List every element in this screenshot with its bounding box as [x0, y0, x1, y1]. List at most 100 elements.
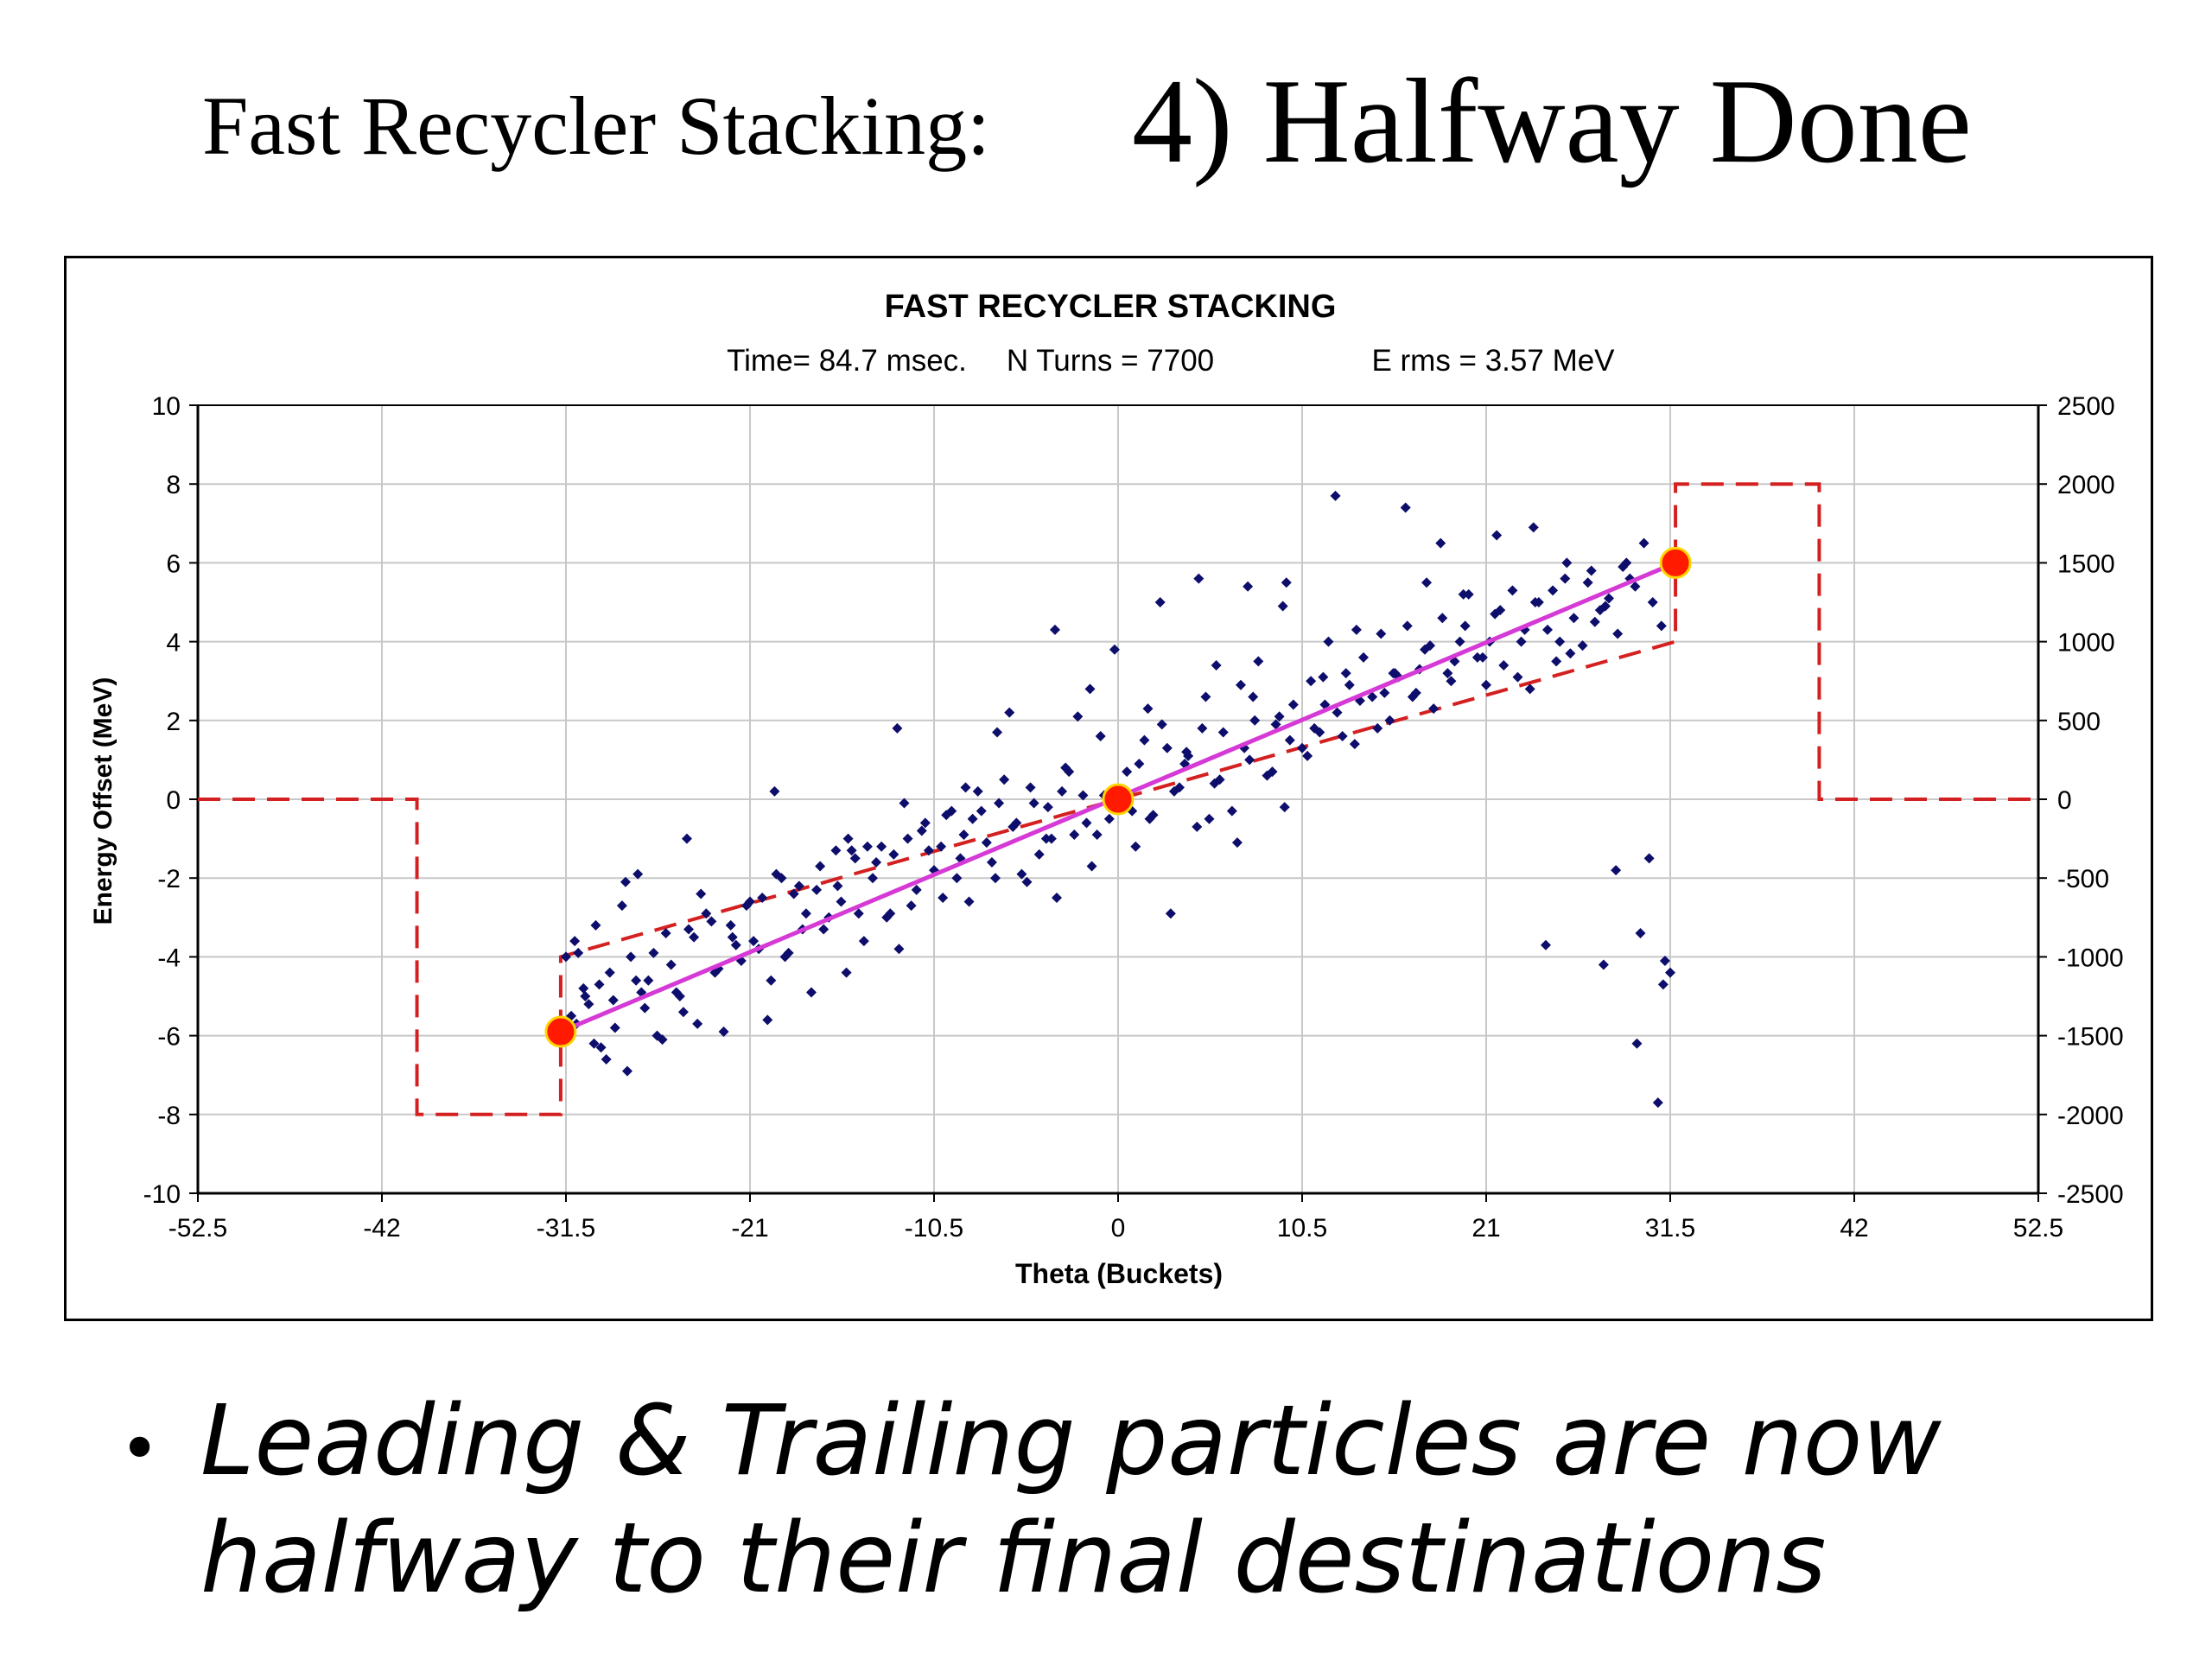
- chart-frame: -52.5 -42 -31.5 -21 -10.5 0 10.5 21 31.5 42 52.5 10…: [64, 256, 2153, 1321]
- series-layer: [198, 482, 2038, 1116]
- scatter-point: [793, 880, 804, 892]
- scatter-point: [990, 873, 1001, 884]
- scatter-point: [1200, 691, 1211, 702]
- scatter-point: [1042, 802, 1053, 813]
- scatter-point: [594, 979, 605, 990]
- scatter-point: [718, 1027, 729, 1038]
- scatter-point: [692, 1018, 703, 1029]
- scatter-point: [631, 975, 642, 986]
- scatter-point: [601, 1053, 612, 1065]
- chart-subtitle-turns: N Turns = 7700: [1007, 344, 1214, 378]
- scatter-point: [1214, 774, 1225, 785]
- scatter-point: [1340, 668, 1351, 679]
- y2-tick-label: 0: [2057, 786, 2072, 815]
- scatter-point: [1630, 581, 1641, 592]
- scatter-point: [727, 931, 738, 943]
- scatter-point: [1332, 707, 1343, 718]
- scatter-point: [1277, 601, 1288, 612]
- scatter-point: [1599, 601, 1611, 612]
- scatter-point: [1253, 656, 1264, 667]
- scatter-point: [573, 947, 584, 958]
- scatter-point: [1192, 821, 1203, 832]
- axis-layer: -52.5 -42 -31.5 -21 -10.5 0 10.5 21 31.5 42 52.510…: [143, 392, 2124, 1243]
- scatter-point: [1330, 490, 1341, 501]
- scatter-point: [976, 805, 987, 817]
- bullet-marker: •: [119, 1408, 161, 1489]
- scatter-point: [1512, 671, 1523, 683]
- scatter-point: [1156, 719, 1167, 730]
- chart-subtitle-time: Time= 84.7 msec.: [727, 344, 967, 378]
- scatter-point: [960, 782, 971, 793]
- scatter-point: [701, 908, 712, 919]
- y2-tick-label: -1000: [2057, 944, 2124, 972]
- scatter-point: [815, 861, 826, 872]
- scatter-point: [1459, 620, 1471, 632]
- scatter-point: [595, 1042, 607, 1053]
- y-tick-label: 8: [166, 471, 181, 499]
- scatter-point: [1231, 837, 1243, 849]
- scatter-point: [1665, 967, 1675, 978]
- scatter-point: [1025, 782, 1036, 793]
- scatter-point: [1318, 671, 1329, 683]
- scatter-point: [1046, 833, 1057, 844]
- scatter-point: [1631, 1038, 1643, 1049]
- scatter-point: [1349, 739, 1360, 750]
- scatter-point: [967, 813, 978, 824]
- scatter-point: [958, 830, 969, 841]
- scatter-point: [1302, 750, 1313, 761]
- scatter-point: [1084, 683, 1096, 695]
- scatter-point: [609, 1022, 620, 1033]
- scatter-point: [748, 936, 760, 947]
- scatter-point: [1267, 766, 1278, 778]
- chart-subtitle-erms: E rms = 3.57 MeV: [1371, 344, 1615, 378]
- scatter-point: [1400, 502, 1411, 513]
- scatter-point: [1647, 597, 1658, 607]
- x-tick-label: -42: [363, 1214, 400, 1243]
- scatter-point: [1540, 939, 1551, 950]
- scatter-point: [871, 856, 882, 868]
- scatter-point: [620, 876, 631, 887]
- scatter-point: [1142, 703, 1154, 715]
- scatter-point: [639, 1002, 651, 1014]
- scatter-point: [919, 817, 931, 829]
- x-tick-label: 21: [1471, 1214, 1500, 1243]
- scatter-point: [683, 924, 694, 935]
- scatter-point: [1161, 742, 1173, 753]
- y-tick-label: -4: [157, 944, 181, 972]
- scatter-point: [1306, 676, 1317, 687]
- x-tick-label: 0: [1111, 1214, 1126, 1243]
- scatter-point: [1652, 1097, 1663, 1109]
- scatter-point: [1367, 691, 1378, 702]
- scatter-point: [1560, 573, 1571, 584]
- scatter-point: [916, 825, 927, 836]
- scatter-point: [745, 896, 755, 907]
- scatter-point: [1181, 747, 1192, 758]
- scatter-point: [1287, 699, 1299, 710]
- scatter-point: [1471, 652, 1483, 663]
- x-tick-label: -31.5: [537, 1214, 595, 1243]
- scatter-point: [1568, 613, 1580, 624]
- reference-particle-marker: [1102, 783, 1135, 816]
- y2-tick-label: -2500: [2057, 1180, 2124, 1209]
- scatter-point: [858, 936, 869, 947]
- scatter-point: [1524, 683, 1535, 695]
- scatter-point: [1144, 813, 1155, 824]
- x-tick-label: 52.5: [2013, 1214, 2063, 1243]
- bullet-text: Leading & Trailing particles are now hal…: [200, 1385, 1942, 1615]
- y-tick-label: -8: [157, 1102, 181, 1130]
- scatter-point: [1428, 703, 1440, 715]
- scatter-point: [1643, 853, 1655, 864]
- scatter-point: [616, 900, 627, 912]
- scatter-point: [1284, 734, 1295, 746]
- scatter-point: [861, 841, 873, 852]
- scatter-point: [689, 931, 700, 943]
- scatter-point: [1103, 813, 1115, 824]
- y2-tick-label: 1000: [2057, 629, 2115, 658]
- scatter-point: [1372, 722, 1383, 734]
- scatter-point: [1243, 581, 1254, 592]
- scatter-point: [783, 947, 794, 958]
- scatter-point: [1011, 817, 1022, 829]
- scatter-point: [1004, 707, 1015, 718]
- x-tick-label: 10.5: [1277, 1214, 1327, 1243]
